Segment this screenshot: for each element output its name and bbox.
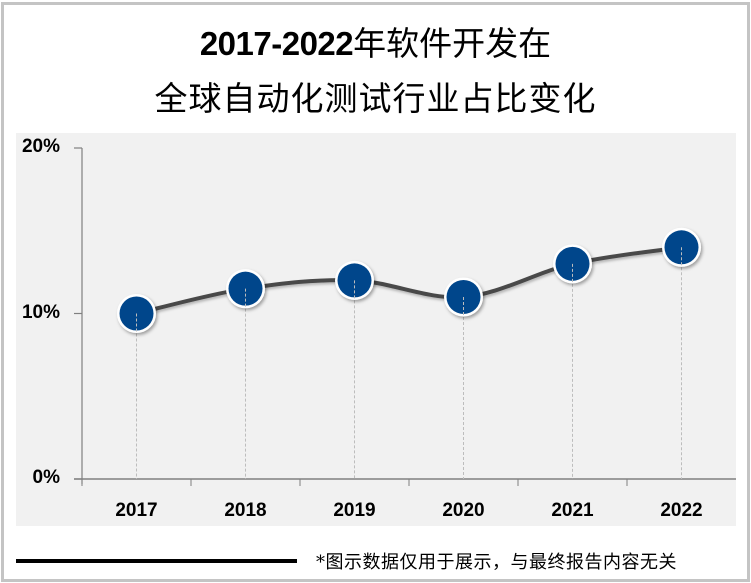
data-point-marker	[117, 294, 156, 333]
data-point-marker	[662, 227, 701, 267]
x-tick-label: 2022	[660, 500, 703, 521]
data-markers	[117, 227, 701, 333]
series-line	[134, 245, 684, 316]
data-point-marker	[553, 244, 592, 284]
chart-title-years: 2017-2022	[199, 25, 354, 62]
footer-bar	[16, 559, 297, 563]
chart-title-line2: 全球自动化测试行业占比变化	[154, 80, 597, 117]
chart-title-line1: 2017-2022年软件开发在	[0, 22, 751, 66]
chart-title-text: 年软件开发在	[353, 25, 552, 62]
data-point-marker	[444, 277, 483, 317]
y-tick-label: 0%	[32, 467, 60, 488]
footer-note: *图示数据仅用于展示，与最终报告内容无关	[316, 552, 677, 573]
drop-lines	[136, 247, 682, 479]
x-tick-label: 2019	[333, 500, 376, 521]
y-tick-label: 20%	[21, 136, 60, 157]
axes	[74, 147, 736, 486]
x-tick-label: 2020	[442, 500, 485, 521]
data-point-marker	[226, 269, 265, 309]
x-tick-label: 2018	[224, 500, 267, 521]
y-tick-label: 10%	[21, 301, 60, 323]
x-tick-label: 2021	[551, 500, 594, 521]
data-point-marker	[335, 260, 374, 300]
x-tick-label: 2017	[115, 500, 158, 521]
